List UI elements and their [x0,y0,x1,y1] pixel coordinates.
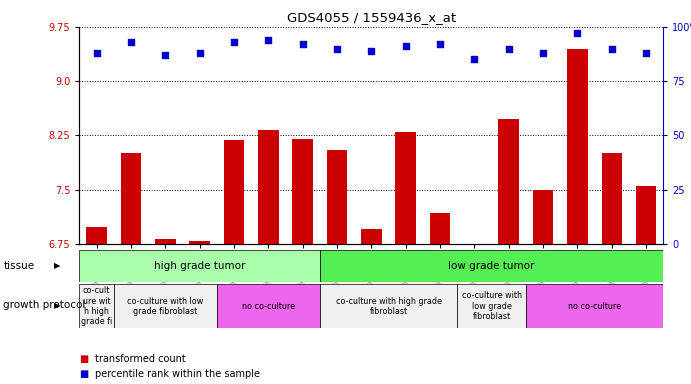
Bar [79,250,320,282]
Point [400,43,411,50]
Bar [464,244,485,249]
Text: transformed count: transformed count [95,354,185,364]
Point [194,50,205,56]
Point [641,50,652,56]
Bar [217,284,320,328]
Bar [189,241,210,244]
Bar [79,284,114,328]
Bar [320,284,457,328]
Point [503,46,514,52]
Point [606,46,617,52]
Bar [602,154,622,244]
Bar [320,250,663,282]
Bar [292,139,313,244]
Text: growth protocol: growth protocol [3,300,86,310]
Bar [224,141,245,244]
Point [332,46,343,52]
Point [572,30,583,36]
Text: co-culture with
low grade
fibroblast: co-culture with low grade fibroblast [462,291,522,321]
Point [160,52,171,58]
Point [126,39,137,45]
Bar [526,284,663,328]
Bar [498,119,519,244]
Text: co-cult
ure wit
h high
grade fi: co-cult ure wit h high grade fi [81,286,112,326]
Text: percentile rank within the sample: percentile rank within the sample [95,369,260,379]
Bar [533,190,553,244]
Bar [395,132,416,244]
Point [229,39,240,45]
Text: co-culture with low
grade fibroblast: co-culture with low grade fibroblast [127,296,203,316]
Bar [114,284,217,328]
Text: tissue: tissue [3,261,35,271]
Text: ▶: ▶ [54,301,61,310]
Bar [258,129,278,244]
Bar [361,228,381,244]
Point [469,56,480,63]
Point [366,48,377,54]
Bar [327,150,348,244]
Point [263,37,274,43]
Point [538,50,549,56]
Point [91,50,102,56]
Bar [86,227,107,244]
Text: co-culture with high grade
fibroblast: co-culture with high grade fibroblast [336,296,442,316]
Text: low grade tumor: low grade tumor [448,261,535,271]
Point [297,41,308,47]
Text: no co-culture: no co-culture [242,302,295,311]
Text: ▶: ▶ [54,261,61,270]
Text: high grade tumor: high grade tumor [154,261,245,271]
Text: ■: ■ [79,369,88,379]
Bar [567,49,588,244]
Point [435,41,446,47]
Bar [155,239,176,244]
Title: GDS4055 / 1559436_x_at: GDS4055 / 1559436_x_at [287,11,456,24]
Bar [636,186,656,244]
Text: ■: ■ [79,354,88,364]
Bar [430,213,451,244]
Text: no co-culture: no co-culture [568,302,621,311]
Bar [121,154,141,244]
Bar [457,284,526,328]
